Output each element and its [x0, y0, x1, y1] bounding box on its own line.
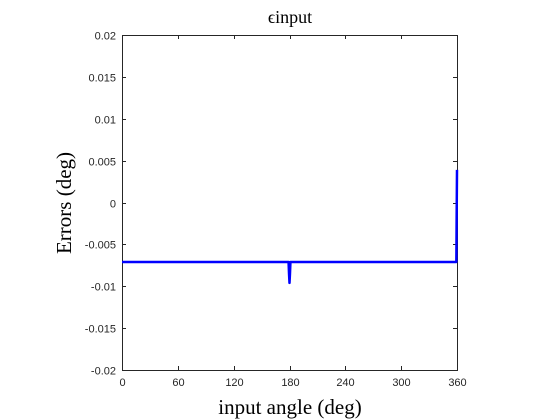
series-line: [122, 169, 459, 285]
x-tick-label: 0: [119, 377, 125, 389]
y-tick-label: -0.01: [91, 282, 116, 294]
chart-title: ϵinput: [268, 7, 312, 27]
x-tick-label: 180: [281, 377, 299, 389]
y-tick-label: 0.01: [95, 115, 116, 127]
y-tick-label: -0.02: [91, 366, 116, 378]
axis-ticks: 0 60 120 180 240 300 3600.020.0150.010.0050-0.…: [85, 31, 467, 390]
series-layer: [122, 169, 459, 285]
y-tick-label: -0.005: [85, 240, 116, 252]
x-tick-label: 120: [225, 377, 243, 389]
x-tick-label: 240: [336, 377, 354, 389]
y-tick-label: 0.02: [95, 31, 116, 43]
y-tick-label: 0: [110, 199, 116, 211]
y-tick-label: -0.015: [85, 324, 116, 336]
x-tick-label: 360: [448, 377, 466, 389]
y-axis-title: Errors (deg): [52, 152, 76, 254]
x-tick-label: 60: [172, 377, 184, 389]
plot-frame: [122, 35, 458, 371]
x-tick-label: 300: [392, 377, 410, 389]
y-tick-label: 0.015: [88, 73, 116, 85]
x-axis-title: input angle (deg): [218, 395, 361, 419]
y-tick-label: 0.005: [88, 157, 116, 169]
